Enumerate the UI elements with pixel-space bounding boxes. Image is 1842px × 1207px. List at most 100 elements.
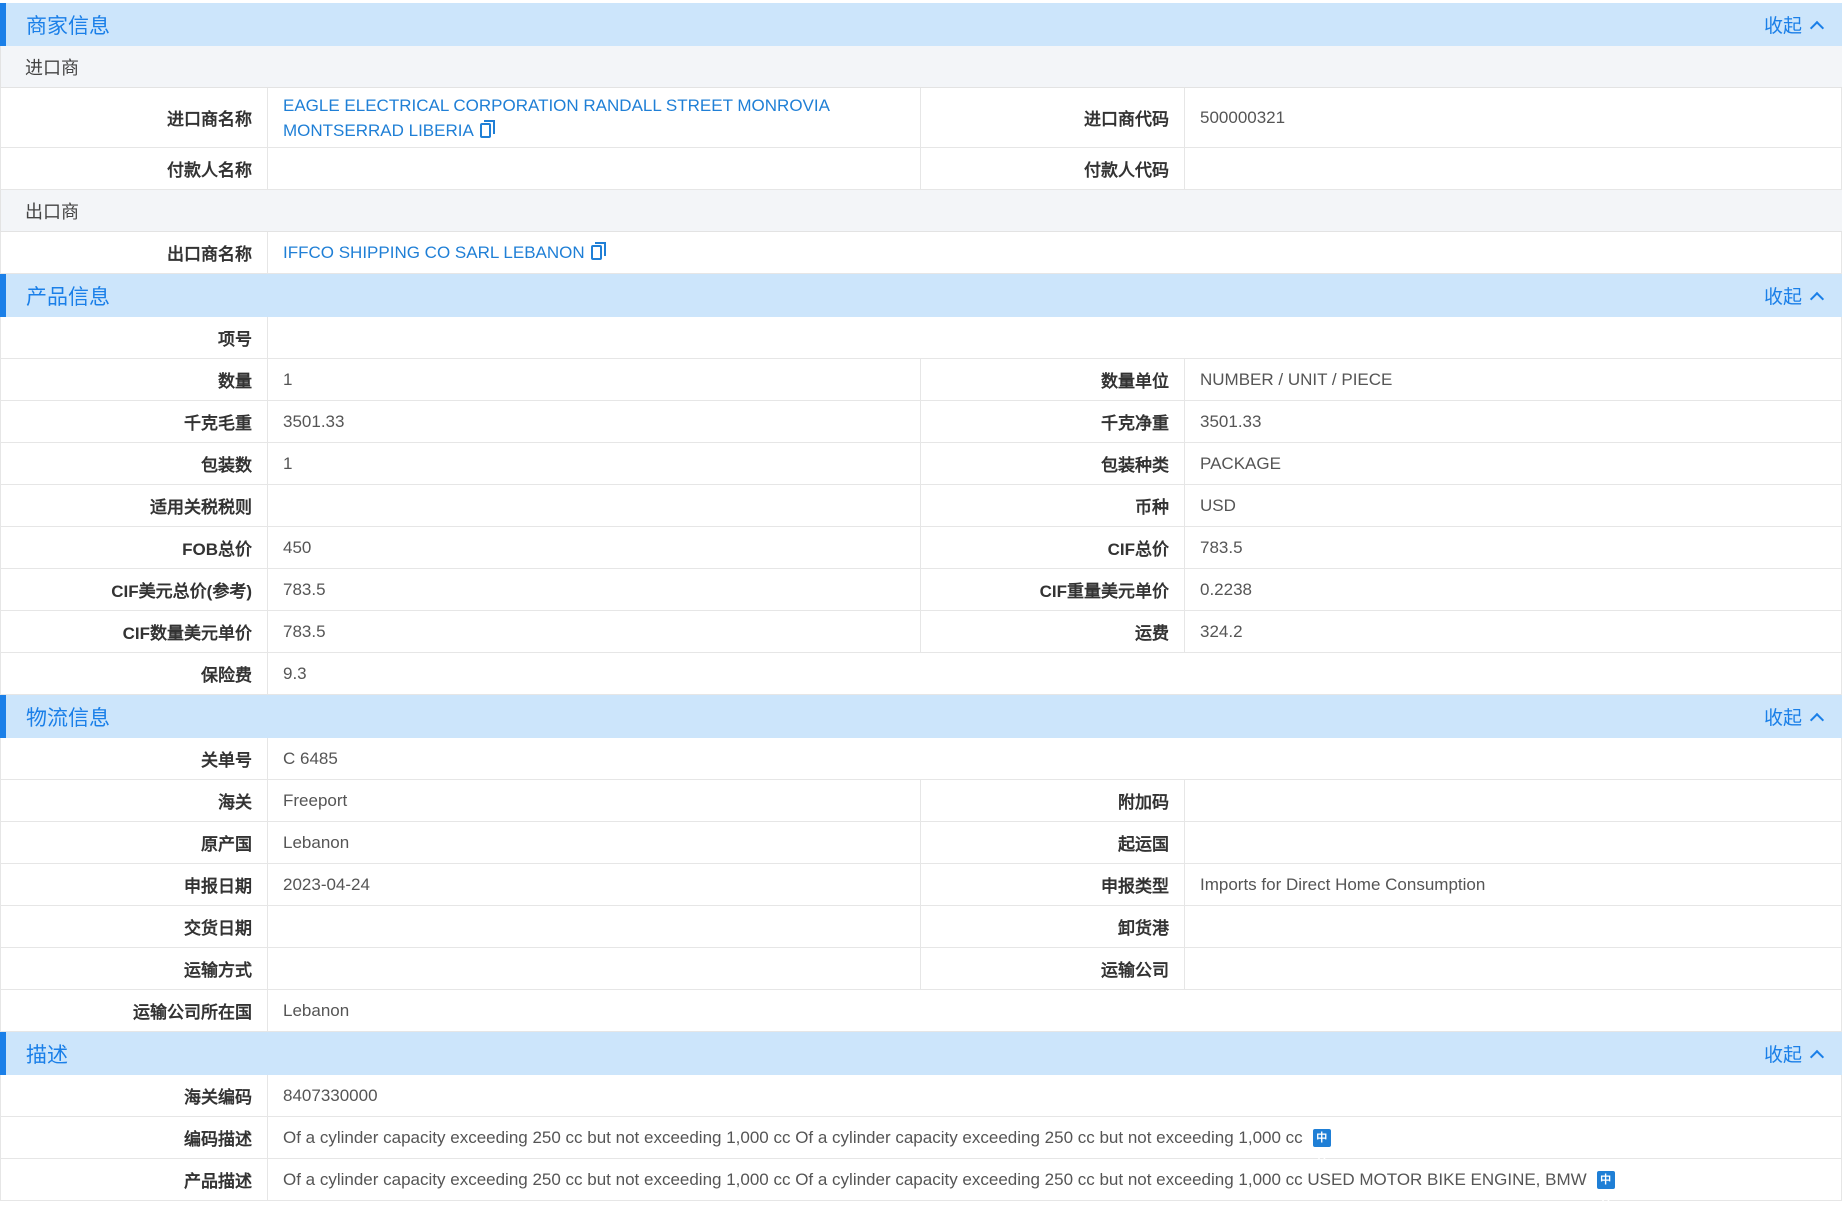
section-title: 商家信息 — [26, 14, 110, 38]
field-value: 1 — [268, 359, 921, 400]
logistics-table: 关单号 C 6485 海关 Freeport 附加码 原产国 Lebanon 起运国 申报日期 2… — [0, 738, 1842, 1032]
exporter-name-link[interactable]: IFFCO SHIPPING CO SARL LEBANON — [283, 243, 585, 262]
copy-icon[interactable] — [479, 119, 495, 138]
product-table: 项号 数量 1 数量单位 NUMBER / UNIT / PIECE 千克毛重 3501.3… — [0, 317, 1842, 695]
collapse-button[interactable]: 收起 — [1763, 11, 1825, 38]
field-value: 9.3 — [283, 664, 307, 683]
section-title: 描述 — [26, 1043, 68, 1067]
table-row: 进口商名称 EAGLE ELECTRICAL CORPORATION RANDA… — [0, 88, 1842, 148]
field-value — [1185, 948, 1841, 989]
field-label: 海关 — [1, 780, 268, 821]
section-title: 产品信息 — [26, 285, 110, 309]
field-label: 编码描述 — [1, 1117, 268, 1158]
table-row: 适用关税税则 币种 USD — [0, 485, 1842, 527]
copy-icon[interactable] — [590, 242, 606, 260]
field-label: 交货日期 — [1, 906, 268, 947]
field-label: CIF美元总价(参考) — [1, 569, 268, 610]
table-row: 项号 — [0, 317, 1842, 359]
chevron-up-icon — [1809, 291, 1825, 306]
section-header-logistics: 物流信息 收起 — [0, 695, 1842, 738]
field-value — [1185, 822, 1841, 863]
field-label: 起运国 — [921, 822, 1185, 863]
field-label: 申报日期 — [1, 864, 268, 905]
field-label: 包装种类 — [921, 443, 1185, 484]
collapse-label: 收起 — [1763, 1045, 1802, 1066]
table-row: 包装数 1 包装种类 PACKAGE — [0, 443, 1842, 485]
field-value: 450 — [268, 527, 921, 568]
importer-name-link[interactable]: EAGLE ELECTRICAL CORPORATION RANDALL STR… — [283, 95, 830, 140]
field-label: 运费 — [921, 611, 1185, 652]
field-value: 500000321 — [1200, 108, 1286, 127]
section-header-merchant: 商家信息 收起 — [0, 3, 1842, 46]
importer-subheader: 进口商 — [0, 46, 1842, 88]
table-row: 申报日期 2023-04-24 申报类型 Imports for Direct Hom… — [0, 864, 1842, 906]
collapse-label: 收起 — [1763, 708, 1802, 729]
field-value: PACKAGE — [1200, 454, 1281, 473]
table-row: 运输方式 运输公司 — [0, 948, 1842, 990]
field-value: 2023-04-24 — [268, 864, 921, 905]
collapse-label: 收起 — [1763, 16, 1802, 37]
exporter-name-value: IFFCO SHIPPING CO SARL LEBANON — [268, 232, 1841, 273]
field-value: 0.2238 — [1200, 580, 1252, 599]
table-row: 千克毛重 3501.33 千克净重 3501.33 — [0, 401, 1842, 443]
product-description-value: Of a cylinder capacity exceeding 250 cc … — [268, 1159, 1841, 1204]
translate-icon[interactable]: 中A — [1312, 1128, 1331, 1162]
translate-icon[interactable]: 中A — [1596, 1170, 1615, 1204]
field-value — [268, 485, 921, 526]
field-value: Imports for Direct Home Consumption — [1200, 875, 1486, 894]
field-label: CIF重量美元单价 — [921, 569, 1185, 610]
table-row: 产品描述 Of a cylinder capacity exceeding 25… — [0, 1159, 1842, 1204]
table-row: CIF美元总价(参考) 783.5 CIF重量美元单价 0.2238 — [0, 569, 1842, 611]
field-label: 进口商代码 — [921, 88, 1185, 147]
field-label: 申报类型 — [921, 864, 1185, 905]
code-description-value: Of a cylinder capacity exceeding 250 cc … — [268, 1117, 1841, 1162]
field-value: Lebanon — [268, 822, 921, 863]
table-row: CIF数量美元单价 783.5 运费 324.2 — [0, 611, 1842, 653]
field-value — [1185, 780, 1841, 821]
field-value — [268, 317, 1841, 358]
field-label: CIF数量美元单价 — [1, 611, 268, 652]
field-value: 783.5 — [268, 569, 921, 610]
field-label: 适用关税税则 — [1, 485, 268, 526]
field-value: C 6485 — [283, 749, 338, 768]
field-label: 千克净重 — [921, 401, 1185, 442]
table-row: FOB总价 450 CIF总价 783.5 — [0, 527, 1842, 569]
table-row: 出口商名称 IFFCO SHIPPING CO SARL LEBANON — [0, 232, 1842, 274]
field-label: 千克毛重 — [1, 401, 268, 442]
field-label: CIF总价 — [921, 527, 1185, 568]
field-value — [268, 148, 921, 189]
field-label: 卸货港 — [921, 906, 1185, 947]
field-value — [268, 948, 921, 989]
chevron-up-icon — [1809, 712, 1825, 727]
field-value — [268, 906, 921, 947]
field-label: 出口商名称 — [1, 232, 268, 273]
field-value: Freeport — [268, 780, 921, 821]
collapse-button[interactable]: 收起 — [1763, 703, 1825, 730]
code-description-text: Of a cylinder capacity exceeding 250 cc … — [283, 1128, 1303, 1147]
field-label: 海关编码 — [1, 1075, 268, 1116]
field-label: 运输公司所在国 — [1, 990, 268, 1031]
chevron-up-icon — [1809, 1049, 1825, 1064]
field-label: 运输公司 — [921, 948, 1185, 989]
collapse-label: 收起 — [1763, 287, 1802, 308]
field-value: 3501.33 — [268, 401, 921, 442]
table-row: 保险费 9.3 — [0, 653, 1842, 695]
field-value: USD — [1200, 496, 1236, 515]
field-value: 3501.33 — [1200, 412, 1262, 431]
field-label: 数量 — [1, 359, 268, 400]
product-description-text: Of a cylinder capacity exceeding 250 cc … — [283, 1170, 1587, 1189]
exporter-subheader: 出口商 — [0, 190, 1842, 232]
field-value: 324.2 — [1200, 622, 1243, 641]
field-label: 原产国 — [1, 822, 268, 863]
table-row: 原产国 Lebanon 起运国 — [0, 822, 1842, 864]
table-row: 付款人名称 付款人代码 — [0, 148, 1842, 190]
chevron-up-icon — [1809, 20, 1825, 35]
field-label: 附加码 — [921, 780, 1185, 821]
field-label: 关单号 — [1, 738, 268, 779]
field-label: FOB总价 — [1, 527, 268, 568]
field-label: 付款人代码 — [921, 148, 1185, 189]
collapse-button[interactable]: 收起 — [1763, 1040, 1825, 1067]
collapse-button[interactable]: 收起 — [1763, 282, 1825, 309]
table-row: 运输公司所在国 Lebanon — [0, 990, 1842, 1032]
field-label: 进口商名称 — [1, 88, 268, 147]
